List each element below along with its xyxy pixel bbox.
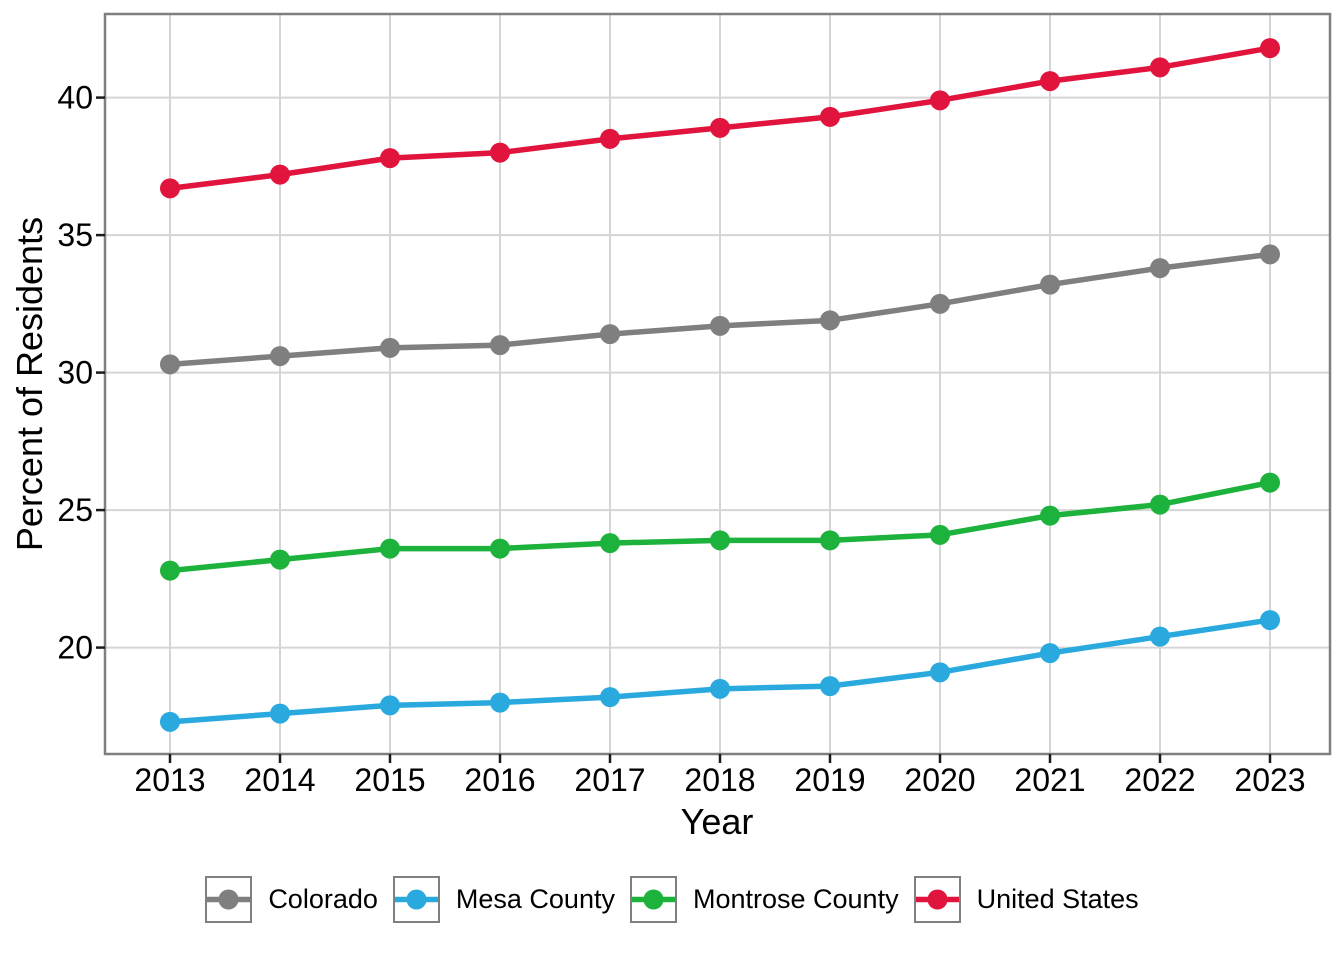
- data-point-mesa-county: [270, 703, 290, 724]
- legend-label-united-states: United States: [976, 884, 1139, 914]
- legend-key-montrose-county: [629, 876, 677, 923]
- x-axis-title: Year: [681, 801, 754, 842]
- legend-dot: [927, 889, 948, 910]
- legend-key-united-states: [913, 876, 961, 923]
- data-point-montrose-county: [930, 524, 950, 545]
- data-point-united-states: [1040, 71, 1060, 92]
- x-tick-label: 2021: [1014, 762, 1085, 798]
- data-point-mesa-county: [1150, 626, 1170, 647]
- data-point-montrose-county: [820, 530, 840, 551]
- x-tick-label: 2019: [794, 762, 865, 798]
- data-point-colorado: [160, 354, 180, 375]
- data-point-united-states: [710, 117, 730, 138]
- data-point-montrose-county: [490, 538, 510, 559]
- data-point-montrose-county: [600, 533, 620, 554]
- y-tick-label: 35: [57, 217, 93, 253]
- data-point-united-states: [930, 90, 950, 111]
- panel-border: [103, 12, 1332, 756]
- legend-item-mesa-county: Mesa County: [392, 876, 615, 923]
- y-tick-label: 20: [57, 630, 93, 666]
- x-tick-label: 2016: [464, 762, 535, 798]
- data-point-colorado: [710, 315, 730, 336]
- legend-marker-icon: [631, 889, 675, 910]
- data-point-mesa-county: [930, 662, 950, 683]
- legend-item-montrose-county: Montrose County: [629, 876, 899, 923]
- data-point-colorado: [820, 310, 840, 331]
- legend-item-united-states: United States: [913, 876, 1139, 923]
- data-point-mesa-county: [710, 678, 730, 699]
- x-tick-label: 2014: [244, 762, 315, 798]
- legend-marker-icon: [394, 889, 438, 910]
- axis-tick-labels: 2013 2014 2015 2016 2017 2018 2019 2020 2021 2022…: [57, 80, 1305, 798]
- data-point-colorado: [1260, 244, 1280, 265]
- data-point-colorado: [930, 293, 950, 314]
- axis-ticks: [96, 96, 1272, 763]
- x-tick-label: 2018: [684, 762, 755, 798]
- legend-label-colorado: Colorado: [268, 884, 378, 914]
- x-tick-label: 2022: [1124, 762, 1195, 798]
- data-point-mesa-county: [820, 676, 840, 697]
- data-point-mesa-county: [1040, 643, 1060, 664]
- data-point-montrose-county: [710, 530, 730, 551]
- legend-marker-icon: [915, 889, 959, 910]
- x-tick-label: 2017: [574, 762, 645, 798]
- legend-dot: [406, 889, 427, 910]
- data-point-united-states: [1150, 57, 1170, 78]
- data-point-mesa-county: [160, 711, 180, 732]
- x-tick-label: 2020: [904, 762, 975, 798]
- data-point-united-states: [160, 178, 180, 199]
- legend-dot: [218, 889, 239, 910]
- data-point-colorado: [600, 324, 620, 345]
- data-point-colorado: [490, 335, 510, 356]
- legend: Colorado Mesa County Montrose County Uni…: [0, 876, 1344, 923]
- y-tick-label: 30: [57, 355, 93, 391]
- x-tick-label: 2023: [1234, 762, 1305, 798]
- data-point-united-states: [490, 142, 510, 163]
- data-point-united-states: [270, 164, 290, 185]
- data-point-colorado: [1040, 274, 1060, 295]
- x-tick-label: 2015: [354, 762, 425, 798]
- data-point-mesa-county: [1260, 610, 1280, 631]
- data-point-united-states: [600, 128, 620, 149]
- legend-marker-icon: [207, 889, 251, 910]
- data-point-montrose-county: [1040, 505, 1060, 526]
- y-tick-label: 40: [57, 80, 93, 116]
- data-point-united-states: [380, 148, 400, 169]
- plot-area: 2013 2014 2015 2016 2017 2018 2019 2020 2021 2022…: [9, 12, 1332, 842]
- legend-dot: [643, 889, 664, 910]
- data-point-mesa-county: [380, 695, 400, 716]
- data-point-montrose-county: [1260, 472, 1280, 493]
- data-point-montrose-county: [1150, 494, 1170, 515]
- y-axis-title: Percent of Residents: [9, 217, 50, 551]
- data-point-montrose-county: [380, 538, 400, 559]
- data-point-colorado: [1150, 258, 1170, 279]
- legend-key-colorado: [205, 876, 253, 923]
- data-point-montrose-county: [270, 549, 290, 570]
- series-group: [160, 38, 1280, 732]
- data-point-mesa-county: [600, 687, 620, 708]
- data-point-colorado: [270, 346, 290, 367]
- legend-item-colorado: Colorado: [205, 876, 378, 923]
- data-point-colorado: [380, 337, 400, 358]
- data-point-united-states: [1260, 38, 1280, 59]
- legend-key-mesa-county: [392, 876, 440, 923]
- x-tick-label: 2013: [134, 762, 205, 798]
- data-point-montrose-county: [160, 560, 180, 581]
- legend-label-mesa-county: Mesa County: [455, 884, 615, 914]
- data-point-mesa-county: [490, 692, 510, 713]
- legend-label-montrose-county: Montrose County: [692, 884, 899, 914]
- data-point-united-states: [820, 106, 840, 127]
- y-tick-label: 25: [57, 492, 93, 528]
